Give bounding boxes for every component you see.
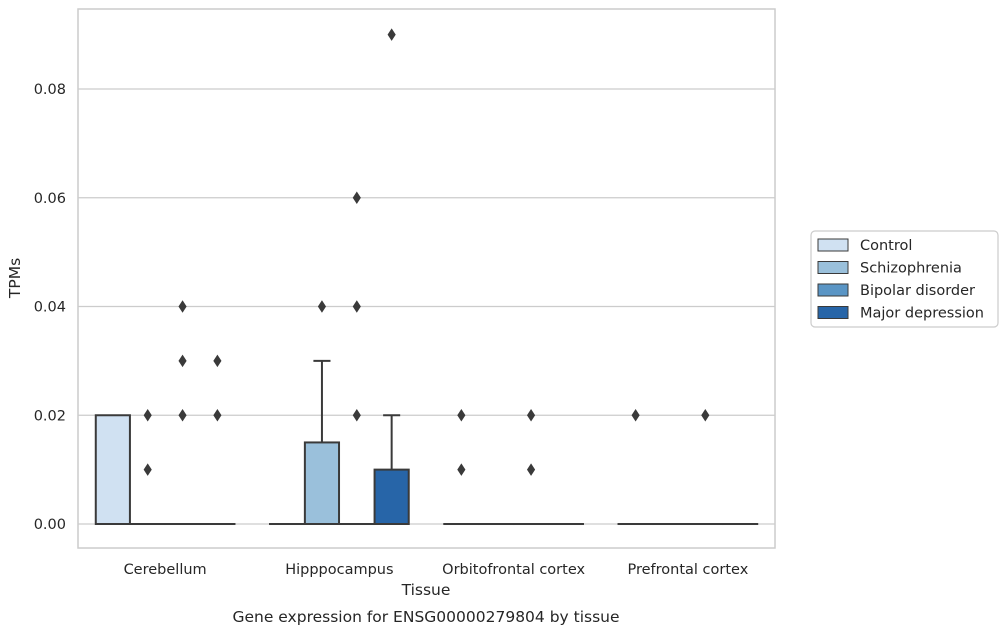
outlier-point xyxy=(352,409,361,422)
outlier-point xyxy=(143,409,152,422)
box-schizophrenia xyxy=(303,441,341,525)
chart-caption: Gene expression for ENSG00000279804 by t… xyxy=(232,608,619,626)
legend-label: Schizophrenia xyxy=(860,261,962,277)
outlier-point xyxy=(457,409,466,422)
box-plot-marks xyxy=(94,28,759,526)
x-tick-label: Cerebellum xyxy=(124,562,207,578)
x-tick-label: Orbitofrontal cortex xyxy=(442,562,585,578)
y-tick-label: 0.08 xyxy=(34,82,66,98)
y-tick-label: 0.02 xyxy=(34,408,66,424)
y-tick-label: 0.06 xyxy=(34,191,66,207)
legend-label: Control xyxy=(860,238,912,254)
legend: Control Schizophrenia Bipolar disorder Majo… xyxy=(810,230,999,328)
box-major-depression xyxy=(373,468,410,525)
outlier-point xyxy=(213,409,222,422)
outlier-point xyxy=(143,463,152,476)
legend-box xyxy=(810,230,999,328)
outlier-point xyxy=(526,463,536,476)
plot-border xyxy=(77,8,776,549)
box-control xyxy=(94,414,131,525)
axis-ticks: 0.00 0.02 0.04 0.06 0.08 Cerebellum Hipppocamp… xyxy=(34,82,749,578)
y-tick-label: 0.00 xyxy=(34,517,66,533)
outlier-point xyxy=(631,409,640,422)
outlier-point xyxy=(526,409,536,422)
outlier-point xyxy=(213,354,222,368)
outlier-point xyxy=(317,300,327,313)
legend-label: Major depression xyxy=(860,306,984,322)
y-tick-label: 0.04 xyxy=(34,300,66,316)
x-axis-label: Tissue xyxy=(401,581,451,599)
outlier-point xyxy=(352,300,361,313)
x-tick-label: Hipppocampus xyxy=(285,562,393,578)
outlier-point xyxy=(352,191,361,204)
outlier-point xyxy=(701,409,710,422)
legend-swatch xyxy=(817,238,849,252)
legend-swatch xyxy=(817,261,849,274)
x-tick-label: Prefrontal cortex xyxy=(627,562,748,578)
outlier-point xyxy=(178,300,187,313)
plot-frame xyxy=(77,8,776,549)
outlier-point xyxy=(387,28,396,41)
outlier-point xyxy=(178,354,187,368)
outlier-point xyxy=(178,409,187,422)
legend-swatch xyxy=(817,306,849,319)
y-axis-label: TPMs xyxy=(6,258,24,299)
outlier-point xyxy=(457,463,466,476)
legend-label: Bipolar disorder xyxy=(860,283,975,299)
legend-swatch xyxy=(817,283,849,297)
